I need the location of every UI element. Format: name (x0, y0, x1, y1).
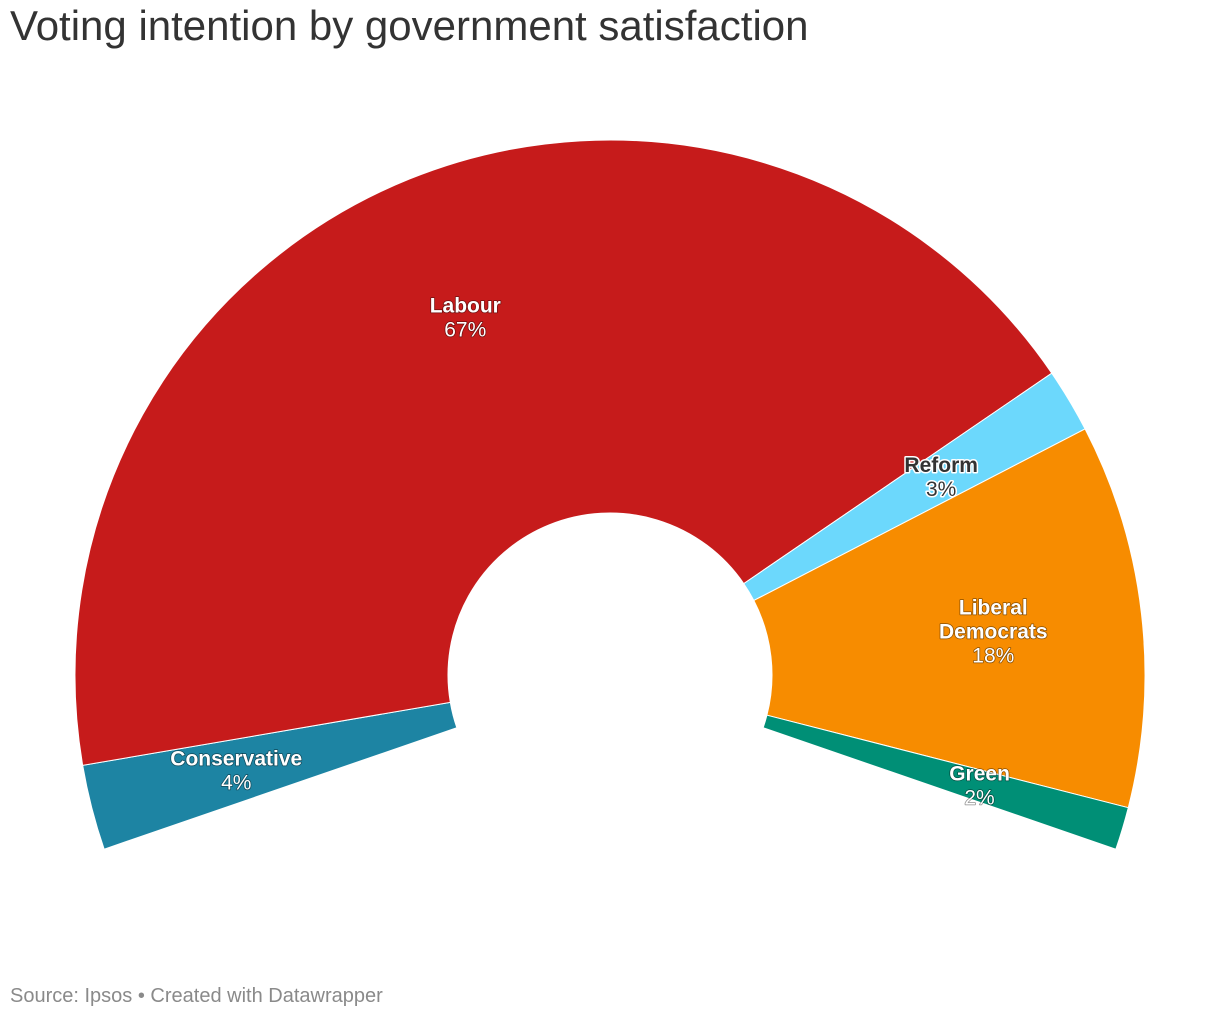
slice-label-line: Conservative (170, 748, 302, 771)
slice-label-line: Liberal (959, 596, 1028, 619)
slice-liberal-democrats (753, 428, 1146, 809)
slice-value-reform: 3% (926, 478, 956, 501)
slice-label-line: Democrats (939, 620, 1048, 643)
source-text: Source: Ipsos (10, 985, 133, 1007)
slice-label-green: Green 2% (949, 763, 1010, 810)
slice-value-liberal-democrats: 18% (972, 644, 1014, 667)
chart-footer: Source: Ipsos • Created with Datawrapper (10, 985, 383, 1008)
slice-label-line: Labour (430, 294, 501, 317)
slice-label-line: Green (949, 763, 1010, 786)
slice-label-conservative: Conservative 4% (170, 748, 302, 795)
slice-label-reform: Reform 3% (904, 454, 978, 501)
chart-title: Voting intention by government satisfact… (10, 2, 809, 49)
slice-label-labour: Labour 67% (430, 294, 501, 341)
slice-green (762, 714, 1129, 850)
slice-label-liberal-democrats: Liberal Democrats 18% (939, 596, 1048, 667)
slice-value-conservative: 4% (221, 772, 251, 795)
slice-value-labour: 67% (444, 318, 486, 341)
slice-label-line: Reform (904, 454, 978, 477)
slice-value-green: 2% (964, 787, 994, 810)
chart-slices (74, 139, 1146, 850)
chart-labels: Conservative 4% Labour 67% Reform 3% Liberal De… (170, 294, 1049, 811)
slice-labour (74, 139, 1053, 766)
footer-separator: • (132, 985, 151, 1007)
credit-text: Created with Datawrapper (150, 985, 383, 1007)
